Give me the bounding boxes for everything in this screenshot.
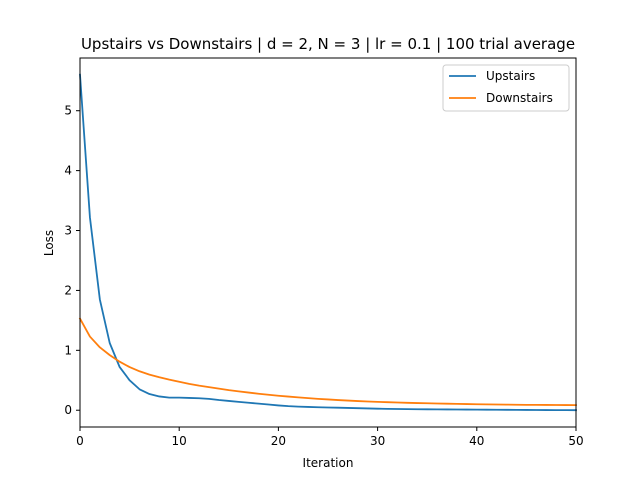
y-tick-label: 2 <box>64 283 72 297</box>
y-axis-label: Loss <box>42 230 56 256</box>
plot-lines <box>78 73 577 412</box>
y-tick-label: 1 <box>64 343 72 357</box>
x-tick-label: 50 <box>568 434 583 448</box>
series-line-downstairs <box>78 317 577 407</box>
y-tick-label: 5 <box>64 104 72 118</box>
y-axis: 0 1 2 3 4 5 <box>64 104 80 417</box>
x-tick-label: 10 <box>172 434 187 448</box>
x-tick-label: 30 <box>370 434 385 448</box>
x-axis: 0 10 20 30 40 50 <box>76 427 584 448</box>
x-tick-label: 40 <box>469 434 484 448</box>
x-axis-label: Iteration <box>303 456 354 470</box>
chart-title: Upstairs vs Downstairs | d = 2, N = 3 | … <box>81 35 575 53</box>
legend: Upstairs Downstairs <box>442 64 570 112</box>
plot-frame <box>79 57 577 428</box>
y-tick-label: 3 <box>64 224 72 238</box>
y-tick-label: 4 <box>64 164 72 178</box>
legend-label-upstairs: Upstairs <box>486 69 535 83</box>
x-tick-label: 20 <box>271 434 286 448</box>
x-tick-label: 0 <box>76 434 84 448</box>
y-tick-label: 0 <box>64 403 72 417</box>
legend-label-downstairs: Downstairs <box>486 91 553 105</box>
series-line-upstairs <box>79 73 577 412</box>
